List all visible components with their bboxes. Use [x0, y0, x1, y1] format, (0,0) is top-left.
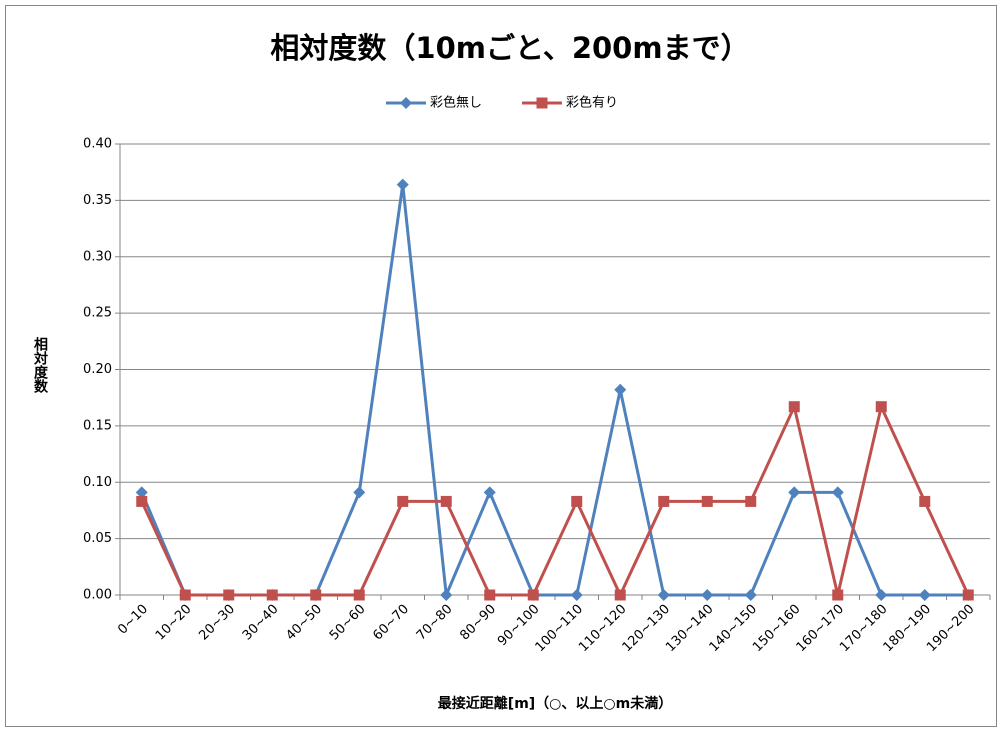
marker — [831, 486, 844, 499]
y-tick-label: 0.00 — [83, 588, 112, 603]
marker — [745, 495, 757, 507]
marker — [135, 486, 148, 499]
marker — [536, 97, 548, 109]
marker — [832, 589, 844, 601]
marker — [875, 589, 888, 601]
marker — [570, 589, 583, 601]
marker — [658, 495, 670, 507]
marker — [396, 178, 409, 191]
marker — [484, 589, 496, 601]
chart-title: 相対度数（10mごと、200mまで） — [270, 31, 749, 65]
marker — [788, 486, 801, 499]
marker — [353, 589, 365, 601]
marker — [223, 589, 235, 601]
marker — [179, 589, 191, 601]
marker — [701, 495, 713, 507]
legend-label: 彩色有り — [566, 95, 618, 111]
x-axis-label: 最接近距離[m]（○、以上○m未満） — [438, 695, 672, 712]
marker — [397, 495, 409, 507]
marker — [614, 383, 627, 396]
marker — [440, 589, 453, 601]
y-tick-label: 0.35 — [83, 193, 112, 208]
y-tick-label: 0.30 — [83, 249, 112, 264]
marker — [483, 486, 496, 499]
y-tick-label: 0.05 — [83, 531, 112, 546]
marker — [788, 401, 800, 413]
marker — [962, 589, 974, 601]
y-tick-label: 0.40 — [83, 137, 112, 152]
marker — [614, 589, 626, 601]
y-tick-label: 0.25 — [83, 306, 112, 321]
marker — [310, 589, 322, 601]
marker — [701, 589, 714, 601]
marker — [571, 495, 583, 507]
marker — [744, 589, 757, 601]
marker — [919, 495, 931, 507]
marker — [657, 589, 670, 601]
chart-border — [5, 5, 997, 727]
marker — [400, 97, 412, 109]
marker — [527, 589, 539, 601]
marker — [875, 401, 887, 413]
y-axis-label: 相対度数 — [32, 336, 49, 394]
series-line — [140, 405, 970, 597]
marker — [353, 486, 366, 499]
y-tick-label: 0.10 — [83, 475, 112, 490]
marker — [440, 495, 452, 507]
marker — [918, 589, 931, 601]
y-tick-label: 0.20 — [83, 362, 112, 377]
legend-label: 彩色無し — [430, 95, 482, 111]
marker — [136, 495, 148, 507]
marker — [266, 589, 278, 601]
y-tick-label: 0.15 — [83, 418, 112, 433]
